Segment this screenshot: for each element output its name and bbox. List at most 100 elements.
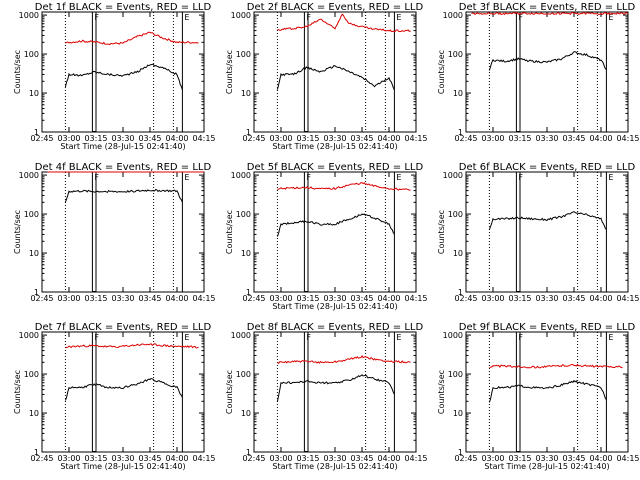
y-tick-label: 1000 [231, 11, 251, 20]
x-tick-label: 04:15 [616, 454, 639, 463]
x-axis-label: Start Time (28-Jul-15 02:41:40) [272, 462, 397, 471]
y-tick-label: 1 [34, 128, 39, 137]
x-tick-label: 03:45 [138, 454, 161, 463]
events-series [488, 379, 607, 403]
panel-title: Det 2f BLACK = Events, RED = LLD [247, 2, 424, 13]
x-tick-label: 02:45 [242, 454, 265, 463]
panel-title: Det 1f BLACK = Events, RED = LLD [35, 2, 212, 13]
y-axis-label: Counts/sec [225, 210, 234, 254]
y-tick-label: 1000 [443, 331, 463, 340]
x-tick-label: 03:15 [296, 294, 319, 303]
x-tick-label: 03:00 [57, 134, 80, 143]
panel-title: Det 6f BLACK = Events, RED = LLD [459, 162, 636, 173]
y-tick-label: 1 [34, 288, 39, 297]
y-tick-label: 1000 [19, 171, 39, 180]
y-tick-label: 1000 [19, 331, 39, 340]
x-tick-label: 02:45 [454, 294, 477, 303]
y-tick-label: 100 [448, 50, 463, 59]
events-series [64, 377, 183, 401]
y-tick-label: 10 [241, 249, 251, 258]
x-axis-label: Start Time (28-Jul-15 02:41:40) [60, 142, 185, 151]
marker-label: F [306, 173, 311, 182]
x-tick-label: 04:00 [377, 454, 400, 463]
x-tick-label: 03:00 [269, 454, 292, 463]
panel-5: Det 5f BLACK = Events, RED = LLD 1 10 100 10… [225, 162, 428, 311]
lld-series [277, 354, 411, 364]
y-tick-label: 100 [236, 210, 251, 219]
y-tick-label: 1000 [443, 11, 463, 20]
x-tick-label: 04:15 [192, 294, 215, 303]
y-tick-label: 100 [24, 370, 39, 379]
plot-frame [465, 11, 629, 133]
panel-title: Det 5f BLACK = Events, RED = LLD [247, 162, 424, 173]
y-axis-label: Counts/sec [437, 370, 446, 414]
panel-title: Det 9f BLACK = Events, RED = LLD [459, 322, 636, 333]
x-tick-label: 04:00 [165, 294, 188, 303]
x-tick-label: 02:45 [454, 134, 477, 143]
x-tick-label: 04:15 [404, 134, 427, 143]
x-tick-label: 02:45 [242, 294, 265, 303]
y-axis-label: Counts/sec [13, 370, 22, 414]
events-series [276, 65, 395, 91]
plot-frame [465, 171, 629, 293]
x-tick-label: 04:15 [192, 454, 215, 463]
panel-title: Det 7f BLACK = Events, RED = LLD [35, 322, 212, 333]
y-tick-label: 1000 [231, 331, 251, 340]
events-series [488, 51, 607, 71]
plot-frame [253, 171, 417, 293]
lld-series [277, 181, 411, 191]
y-axis-label: Counts/sec [225, 370, 234, 414]
x-tick-label: 03:15 [508, 294, 531, 303]
x-tick-label: 03:15 [508, 134, 531, 143]
y-tick-label: 100 [448, 370, 463, 379]
x-tick-label: 03:45 [350, 134, 373, 143]
y-tick-label: 100 [236, 50, 251, 59]
x-tick-label: 04:15 [616, 134, 639, 143]
x-tick-label: 03:00 [481, 294, 504, 303]
events-series [276, 374, 395, 402]
panel-2: Det 2f BLACK = Events, RED = LLD 1 10 100 10… [225, 2, 428, 151]
y-tick-label: 1000 [443, 171, 463, 180]
x-axis-label: Start Time (28-Jul-15 02:41:40) [484, 462, 609, 471]
y-tick-label: 100 [24, 210, 39, 219]
x-axis-label: Start Time (28-Jul-15 02:41:40) [60, 462, 185, 471]
y-tick-label: 10 [453, 89, 463, 98]
x-axis-label: Start Time (28-Jul-15 02:41:40) [272, 302, 397, 311]
panel-title: Det 4f BLACK = Events, RED = LLD [35, 162, 212, 173]
x-tick-label: 03:45 [138, 294, 161, 303]
y-axis-label: Counts/sec [437, 50, 446, 94]
x-tick-label: 03:30 [535, 294, 558, 303]
x-tick-label: 02:45 [242, 134, 265, 143]
y-tick-label: 1 [458, 288, 463, 297]
x-axis-label: Start Time (28-Jul-15 02:41:40) [272, 142, 397, 151]
marker-label: E [608, 13, 613, 22]
y-tick-label: 10 [453, 249, 463, 258]
x-tick-label: 03:30 [535, 454, 558, 463]
x-tick-label: 03:30 [111, 454, 134, 463]
events-series [64, 63, 183, 91]
y-tick-label: 10 [29, 249, 39, 258]
y-tick-label: 1 [246, 448, 251, 457]
x-tick-label: 02:45 [454, 454, 477, 463]
lld-series [489, 363, 623, 369]
x-tick-label: 03:30 [323, 454, 346, 463]
events-series [276, 213, 395, 237]
x-tick-label: 02:45 [30, 454, 53, 463]
x-tick-label: 03:00 [57, 294, 80, 303]
x-tick-label: 04:00 [165, 134, 188, 143]
x-tick-label: 03:30 [111, 294, 134, 303]
plot-frame [41, 11, 205, 133]
lld-series [471, 11, 629, 16]
y-tick-label: 100 [236, 370, 251, 379]
plot-frame [253, 331, 417, 453]
x-tick-label: 04:15 [192, 134, 215, 143]
y-tick-label: 10 [241, 89, 251, 98]
x-tick-label: 04:15 [404, 294, 427, 303]
x-tick-label: 04:00 [165, 454, 188, 463]
marker-label: E [608, 173, 613, 182]
marker-label: F [94, 13, 99, 22]
x-tick-label: 03:15 [296, 134, 319, 143]
panel-6: Det 6f BLACK = Events, RED = LLD 1 10 100 10… [437, 162, 640, 303]
y-tick-label: 1 [246, 128, 251, 137]
marker-label: F [94, 333, 99, 342]
